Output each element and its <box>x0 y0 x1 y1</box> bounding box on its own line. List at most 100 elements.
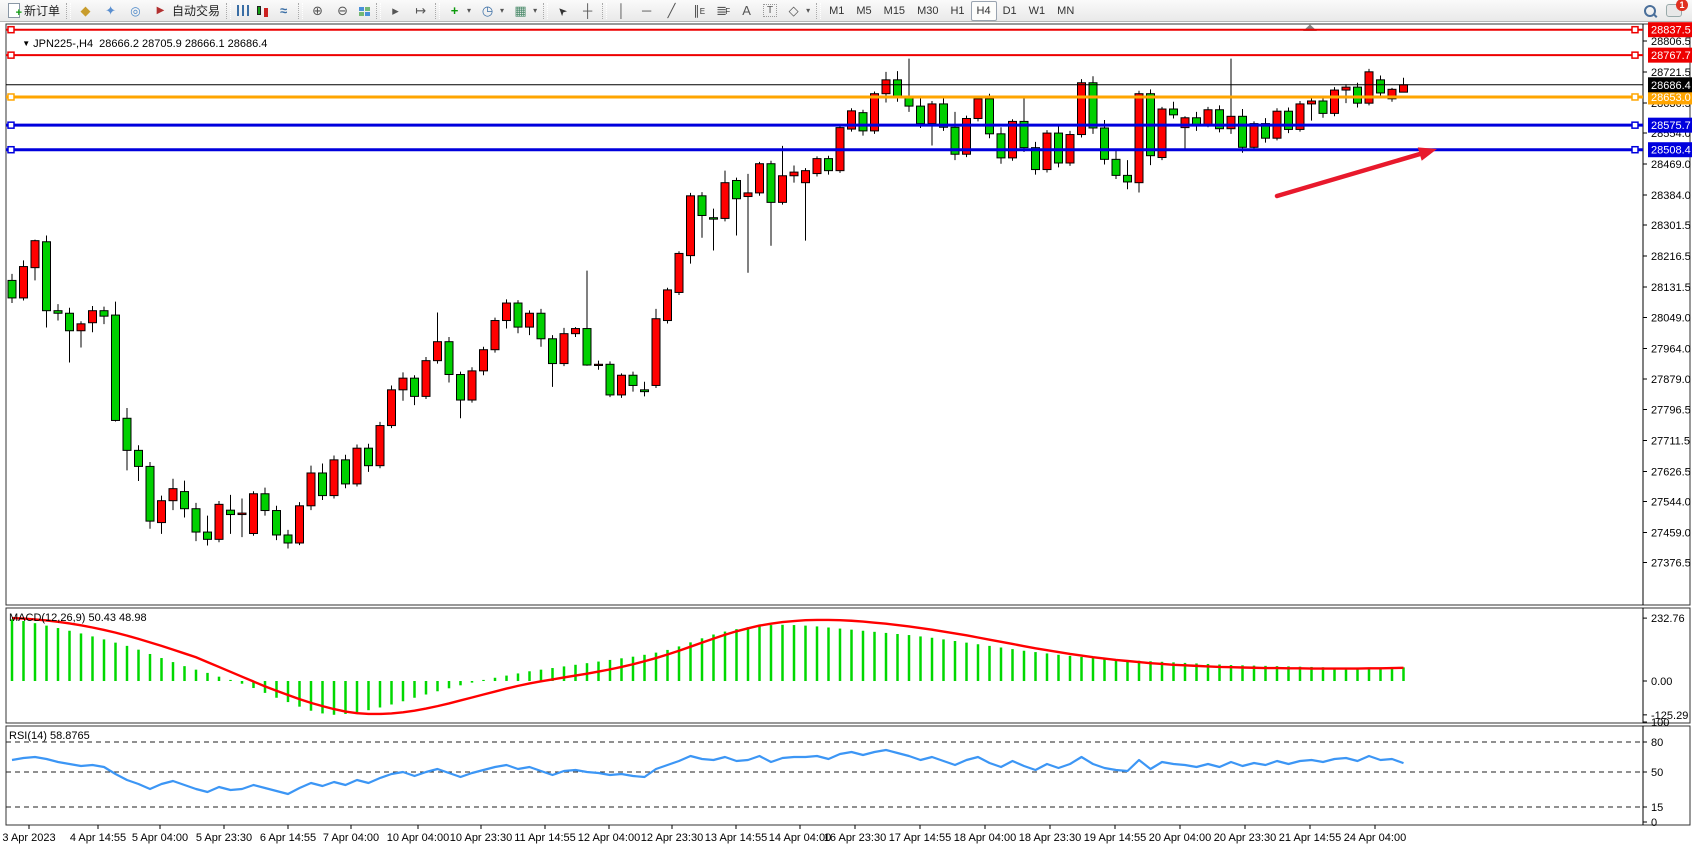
hline-price-tag <box>1648 47 1692 63</box>
vertical-line-button[interactable]: │ <box>609 1 634 21</box>
macd-tick-label: -125.29 <box>1651 710 1688 722</box>
publish-button[interactable]: ✦ <box>98 1 123 21</box>
hline-anchor <box>1631 93 1639 101</box>
date-tick-label: 20 Apr 04:00 <box>1149 832 1211 844</box>
symbol-dropdown-icon[interactable]: ▼ <box>22 39 31 48</box>
timeframe-M15[interactable]: M15 <box>878 1 911 21</box>
timeframe-H4[interactable]: H4 <box>970 0 997 21</box>
templates-button[interactable]: ▦ ▾ <box>508 1 541 21</box>
bar-chart-icon <box>237 5 250 16</box>
horizontal-line-button[interactable]: ─ <box>634 1 659 21</box>
panel-frames <box>5 23 1691 826</box>
candlestick-chart-button[interactable] <box>253 1 271 21</box>
arrows-button[interactable]: ◇ ▾ <box>781 1 814 21</box>
text-label-button[interactable]: T <box>759 1 781 21</box>
date-tick-label: 11 Apr 14:55 <box>514 832 576 844</box>
hline-price-tag-label: 28653.0 <box>1651 92 1691 104</box>
charts-gallery-button[interactable]: ◆ <box>73 1 98 21</box>
timeframe-D1[interactable]: D1 <box>997 1 1023 21</box>
bar-chart-button[interactable] <box>233 1 253 21</box>
chart-canvas[interactable]: 28806.528721.528636.528554.028469.028384… <box>0 22 1692 848</box>
rsi-tick-label: 50 <box>1651 767 1663 779</box>
rsi-tick-label: 0 <box>1651 817 1657 829</box>
crosshair-button[interactable]: ┼ <box>575 1 600 21</box>
line-chart-icon: ≈ <box>279 2 288 18</box>
zoom-in-icon: ⊕ <box>312 2 323 18</box>
timeframe-M5[interactable]: M5 <box>850 1 877 21</box>
toolbar-separator <box>816 2 822 19</box>
price-tick-label: 27544.0 <box>1651 496 1691 508</box>
timeframe-MN[interactable]: MN <box>1051 1 1080 21</box>
chart-shift-button[interactable]: ↦ <box>408 1 433 21</box>
hline-anchor <box>1631 51 1639 59</box>
hline-anchor <box>1631 121 1639 129</box>
current-price-tag <box>1648 77 1692 93</box>
toolbar-right: 1 <box>1643 0 1690 19</box>
price-tick-label: 27459.0 <box>1651 527 1691 539</box>
time-axis: 3 Apr 2023 4 Apr 14:55 5 Apr 04:00 5 Apr 23… <box>2 825 1406 844</box>
tile-windows-button[interactable] <box>355 1 374 21</box>
toolbar-separator <box>543 2 549 19</box>
current-price-line: 28686.4 <box>6 77 1692 93</box>
price-tick-label: 27964.0 <box>1651 343 1691 355</box>
signal-icon: ◎ <box>130 3 141 18</box>
trendline-button[interactable]: ╱ <box>659 1 684 21</box>
fibonacci-button[interactable]: ≣ <box>709 1 734 21</box>
cursor-button[interactable]: ➤ <box>550 1 575 21</box>
dropdown-arrow-icon: ▾ <box>500 6 505 15</box>
toolbar-group-5: + ▾ ◷ ▾ ▦ ▾ <box>442 0 541 22</box>
price-tick-label: 27796.5 <box>1651 404 1691 416</box>
line-chart-button[interactable]: ≈ <box>271 1 296 21</box>
date-tick-label: 20 Apr 23:30 <box>1214 832 1276 844</box>
zoom-out-button[interactable]: ⊖ <box>330 1 355 21</box>
chat-button[interactable]: 1 <box>1665 0 1688 19</box>
timeframe-M30[interactable]: M30 <box>911 1 944 21</box>
date-tick-label: 7 Apr 04:00 <box>323 832 379 844</box>
timeframe-M1[interactable]: M1 <box>823 1 850 21</box>
toolbar-separator <box>226 2 232 19</box>
date-tick-label: 16 Apr 23:30 <box>824 832 886 844</box>
toolbar-separator <box>298 2 304 19</box>
auto-scroll-button[interactable]: ▸ <box>383 1 408 21</box>
cursor-icon: ➤ <box>555 2 571 19</box>
date-tick-label: 13 Apr 14:55 <box>705 832 767 844</box>
dropdown-arrow-icon: ▾ <box>533 6 538 15</box>
date-tick-label: 3 Apr 2023 <box>2 832 55 844</box>
signals-button[interactable]: ◎ <box>123 1 148 21</box>
price-tick-label: 28216.5 <box>1651 251 1691 263</box>
equidistant-channel-button[interactable]: ∥ <box>684 1 709 21</box>
search-icon[interactable] <box>1643 4 1657 18</box>
zoom-in-button[interactable]: ⊕ <box>305 1 330 21</box>
new-order-button[interactable]: 新订单 <box>2 1 64 21</box>
hline-price-tag-label: 28837.5 <box>1651 25 1691 37</box>
new-order-button-label: 新订单 <box>24 4 61 18</box>
hline-price-tag-label: 28575.7 <box>1651 120 1691 132</box>
price-tick-label: 27376.5 <box>1651 558 1691 570</box>
timeframe-W1[interactable]: W1 <box>1023 1 1052 21</box>
indicators-button[interactable]: + ▾ <box>442 1 475 21</box>
toolbar-separator <box>435 2 441 19</box>
macd-signal-line <box>11 616 1404 716</box>
macd-tick-label: 0.00 <box>1651 676 1672 688</box>
text-button[interactable]: A <box>734 1 759 21</box>
channel-icon: ∥ <box>688 3 705 20</box>
price-tick-label: 28721.5 <box>1651 67 1691 79</box>
timeframe-H1[interactable]: H1 <box>944 1 970 21</box>
toolbar-separator <box>376 2 382 19</box>
hline-anchor <box>7 93 15 101</box>
vline-icon: │ <box>617 2 626 18</box>
date-tick-label: 24 Apr 04:00 <box>1344 832 1406 844</box>
svg-text:28686.4: 28686.4 <box>1651 80 1691 92</box>
hline-anchor <box>7 25 15 34</box>
hline-anchor <box>7 145 15 154</box>
periods-button[interactable]: ◷ ▾ <box>475 1 508 21</box>
publish-icon: ✦ <box>105 2 116 18</box>
rsi-tick-label: 15 <box>1651 802 1663 814</box>
autotrading-button[interactable]: ▶ 自动交易 <box>148 1 224 21</box>
toolbar-group-7: │ ─╱∥≣AT◇▾ <box>609 0 814 22</box>
price-tick-label: 28384.0 <box>1651 190 1691 202</box>
dropdown-arrow-icon: ▾ <box>806 6 811 15</box>
tile-windows-icon <box>359 6 365 11</box>
toolbar-group-1: ◆ ✦ ◎ ▶ 自动交易 <box>73 0 224 22</box>
hline-price-tag-label: 28767.7 <box>1651 50 1691 62</box>
